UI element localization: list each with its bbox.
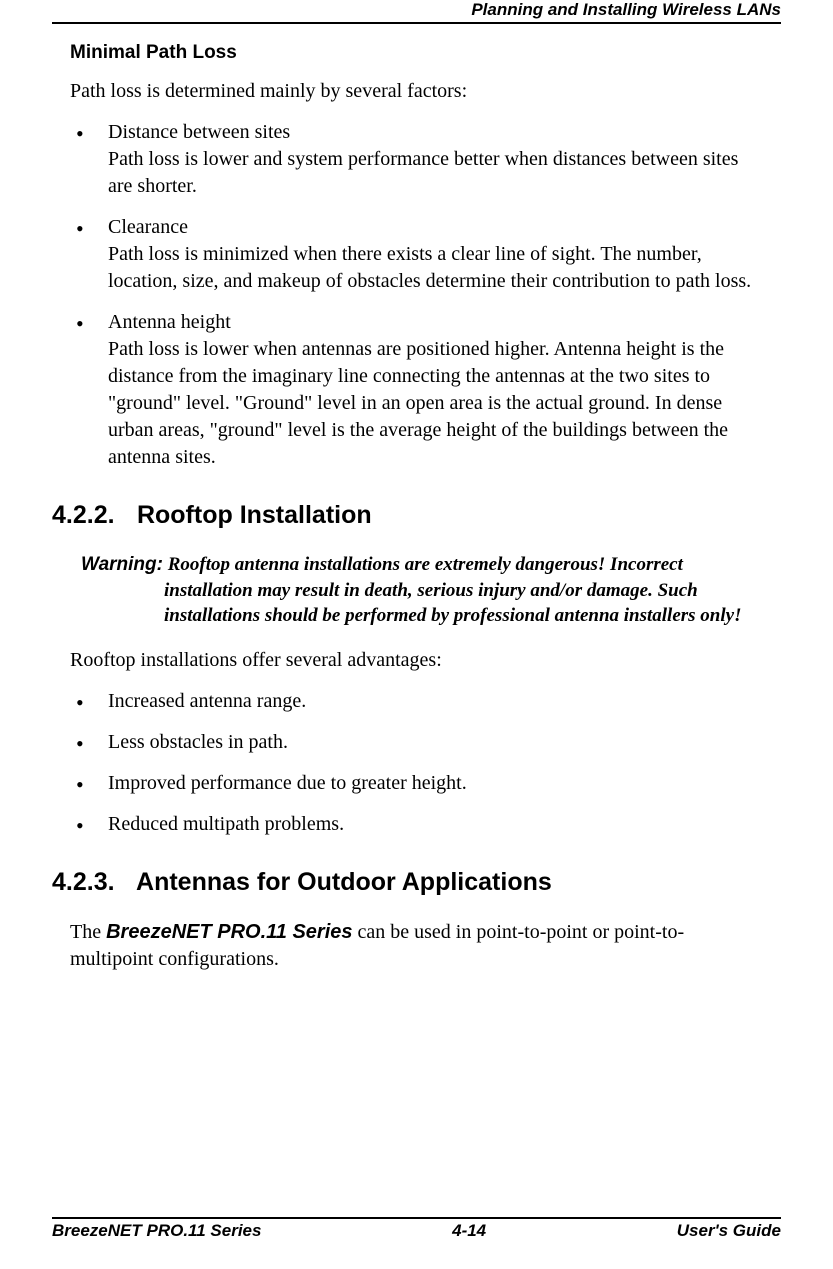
section2-intro: Rooftop installations offer several adva… <box>70 647 763 674</box>
para-prefix: The <box>70 921 106 943</box>
minimal-path-loss-heading: Minimal Path Loss <box>70 42 763 64</box>
list-item: Clearance Path loss is minimized when th… <box>70 214 763 295</box>
list-item: Reduced multipath problems. <box>70 811 763 838</box>
list-item: Distance between sites Path loss is lowe… <box>70 119 763 200</box>
warning-label: Warning: <box>81 554 163 575</box>
footer-page-number: 4-14 <box>452 1221 486 1241</box>
rooftop-installation-heading: 4.2.2. Rooftop Installation <box>52 501 763 530</box>
section3-paragraph: The BreezeNET PRO.11 Series can be used … <box>70 919 763 973</box>
section-title: Rooftop Installation <box>137 501 372 529</box>
footer-left: BreezeNET PRO.11 Series <box>52 1221 261 1241</box>
bullet-title: Antenna height <box>108 311 231 333</box>
bullet-title: Clearance <box>108 216 188 238</box>
list-item: Improved performance due to greater heig… <box>70 770 763 797</box>
list-item: Antenna height Path loss is lower when a… <box>70 309 763 471</box>
section-number: 4.2.2. <box>52 501 130 530</box>
section-title: Antennas for Outdoor Applications <box>136 868 552 896</box>
section1-bullet-list: Distance between sites Path loss is lowe… <box>70 119 763 471</box>
bullet-body: Path loss is lower when antennas are pos… <box>108 338 728 468</box>
section1-intro: Path loss is determined mainly by severa… <box>70 78 763 105</box>
list-item: Increased antenna range. <box>70 688 763 715</box>
section2-bullet-list: Increased antenna range. Less obstacles … <box>70 688 763 838</box>
bullet-body: Path loss is lower and system performanc… <box>108 148 738 197</box>
page-header: Planning and Installing Wireless LANs <box>52 0 781 24</box>
bullet-body: Path loss is minimized when there exists… <box>108 243 751 292</box>
antennas-outdoor-heading: 4.2.3. Antennas for Outdoor Applications <box>52 868 763 897</box>
warning-block: Warning: Rooftop antenna installations a… <box>72 552 763 629</box>
header-title: Planning and Installing Wireless LANs <box>471 0 781 20</box>
product-name: BreezeNET PRO.11 Series <box>106 921 352 943</box>
page-content: Minimal Path Loss Path loss is determine… <box>52 42 781 973</box>
page-footer: BreezeNET PRO.11 Series 4-14 User's Guid… <box>52 1217 781 1241</box>
list-item: Less obstacles in path. <box>70 729 763 756</box>
bullet-title: Distance between sites <box>108 121 290 143</box>
footer-right: User's Guide <box>677 1221 781 1241</box>
section-number: 4.2.3. <box>52 868 130 897</box>
warning-text: Rooftop antenna installations are extrem… <box>164 554 741 626</box>
